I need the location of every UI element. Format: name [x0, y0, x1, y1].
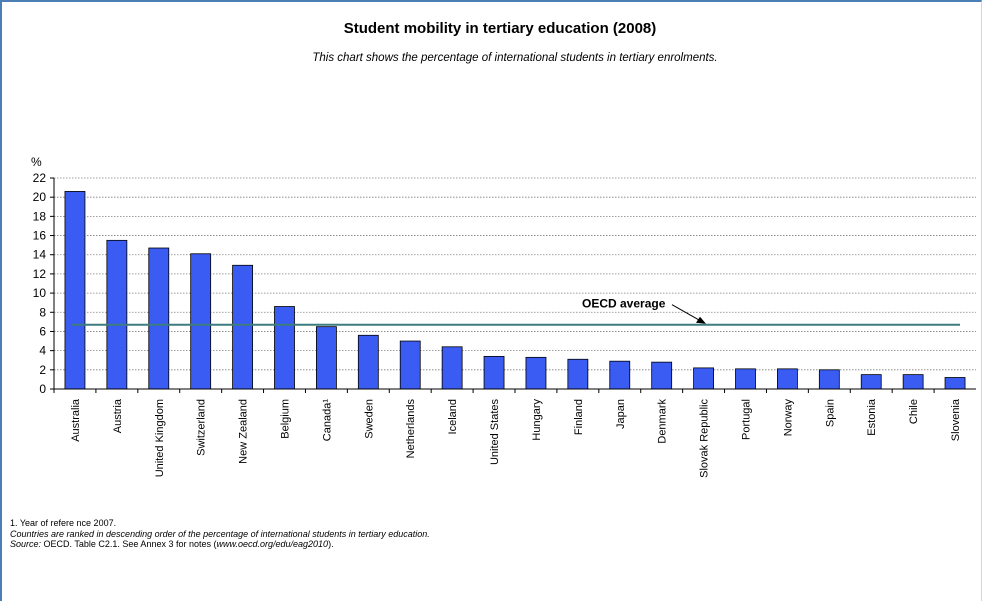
- x-tick-label: Hungary: [531, 399, 543, 441]
- x-tick-label: Switzerland: [196, 399, 208, 456]
- bar: [64, 191, 86, 390]
- x-tick-label: Finland: [573, 399, 585, 435]
- x-tick-label: Chile: [908, 399, 920, 424]
- bar: [944, 377, 966, 390]
- x-tick-label: United Kingdom: [154, 399, 166, 477]
- y-tick-label: 14: [33, 248, 47, 262]
- x-tick-label: Slovenia: [950, 398, 962, 441]
- bar: [190, 253, 212, 390]
- x-tick-label: United States: [489, 399, 501, 466]
- bar: [148, 247, 170, 390]
- bar: [399, 340, 421, 390]
- bar: [525, 356, 547, 390]
- bar: [902, 374, 924, 390]
- y-tick-label: 10: [33, 286, 47, 300]
- bar: [567, 358, 589, 390]
- bar: [106, 239, 128, 390]
- y-tick-label: 18: [33, 209, 47, 223]
- y-tick-label: 0: [39, 382, 46, 396]
- x-tick-label: Spain: [824, 399, 836, 427]
- bar: [735, 368, 756, 390]
- x-tick-label: Belgium: [280, 399, 292, 439]
- chart-notes: 1. Year of refere nce 2007. Countries ar…: [10, 518, 430, 550]
- bar: [693, 367, 714, 390]
- y-tick-label: 6: [39, 324, 46, 338]
- ranking-note: Countries are ranked in descending order…: [10, 528, 430, 539]
- x-tick-label: Slovak Republic: [699, 399, 711, 478]
- bar: [609, 360, 631, 390]
- oecd-average-label: OECD average: [582, 297, 666, 311]
- x-tick-label: Austria: [112, 398, 124, 433]
- x-tick-label: Denmark: [657, 399, 669, 444]
- bar: [357, 334, 379, 390]
- y-tick-label: 2: [39, 363, 46, 377]
- bar: [651, 361, 673, 390]
- bar: [777, 368, 798, 390]
- source-text: OECD. Table C2.1. See Annex 3 for notes …: [43, 539, 217, 549]
- oecd-average-arrowhead: [696, 316, 706, 324]
- x-tick-label: Estonia: [866, 398, 878, 436]
- source-label: Source:: [10, 539, 42, 549]
- bar: [232, 264, 253, 390]
- bar: [860, 374, 882, 390]
- footnote: 1. Year of refere nce 2007.: [10, 518, 117, 528]
- x-tick-label: Canada¹: [321, 399, 333, 442]
- oecd-average-arrow: [671, 304, 703, 323]
- x-tick-label: Australia: [70, 398, 82, 442]
- bar: [274, 306, 295, 390]
- x-tick-label: Netherlands: [405, 399, 417, 459]
- y-axis-label: %: [31, 155, 42, 169]
- x-tick-label: Sweden: [363, 399, 375, 439]
- x-tick-label: New Zealand: [238, 399, 250, 464]
- y-tick-label: 22: [33, 171, 47, 185]
- x-tick-label: Japan: [615, 399, 627, 429]
- bar: [483, 355, 505, 390]
- chart-subtitle: This chart shows the percentage of inter…: [312, 52, 718, 64]
- y-tick-label: 8: [39, 305, 46, 319]
- bar: [441, 346, 463, 390]
- x-tick-label: Iceland: [447, 399, 459, 434]
- source-note: Source: OECD. Table C2.1. See Annex 3 fo…: [10, 539, 430, 550]
- x-tick-label: Portugal: [741, 399, 753, 440]
- chart-title: Student mobility in tertiary education (…: [343, 20, 657, 37]
- x-tick-label: Norway: [782, 399, 794, 437]
- y-tick-label: 12: [33, 267, 47, 281]
- source-end: ).: [328, 539, 334, 549]
- bar: [316, 326, 337, 390]
- source-url: www.oecd.org/edu/eag2010: [216, 539, 329, 549]
- bar: [818, 369, 840, 390]
- y-tick-label: 16: [33, 229, 47, 243]
- y-tick-label: 20: [33, 190, 47, 204]
- y-tick-label: 4: [39, 344, 46, 358]
